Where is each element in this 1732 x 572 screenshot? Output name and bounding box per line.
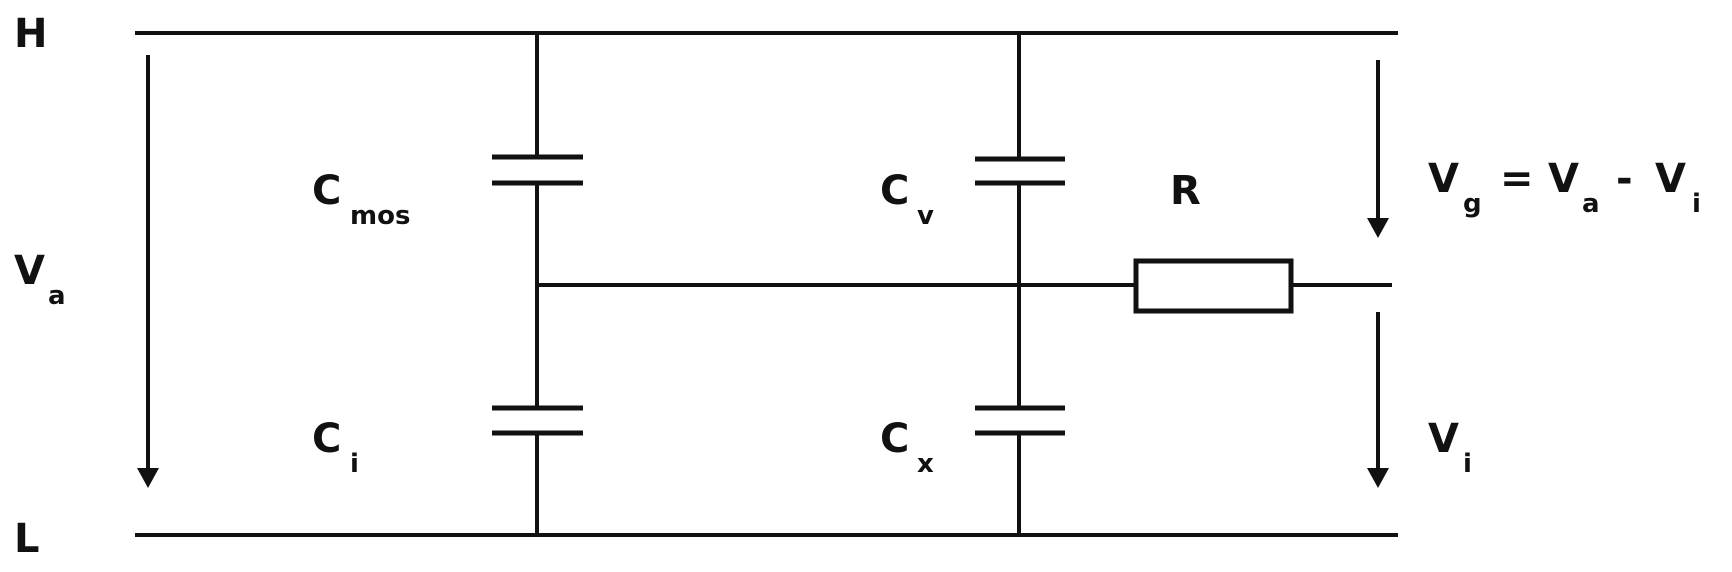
cv-label: C v bbox=[880, 168, 934, 231]
cmos-label: C mos bbox=[312, 168, 410, 231]
vg-subscript: g bbox=[1463, 189, 1482, 219]
vi-subscript: i bbox=[1463, 449, 1472, 479]
vg-symbol: V bbox=[1428, 156, 1459, 202]
ci-symbol: C bbox=[312, 416, 341, 462]
left-branch bbox=[492, 33, 583, 535]
ci-label: C i bbox=[312, 416, 359, 479]
vi-label: V i bbox=[1428, 416, 1472, 479]
cmos-subscript: mos bbox=[350, 201, 410, 231]
resistor-body bbox=[1133, 258, 1294, 314]
vg-arrow bbox=[1367, 60, 1389, 238]
vg-equals: = bbox=[1500, 156, 1534, 202]
vg-equation: V g = V a - V i bbox=[1428, 156, 1701, 219]
cv-subscript: v bbox=[917, 201, 934, 231]
vi-arrow-head bbox=[1367, 468, 1389, 488]
cx-subscript: x bbox=[917, 449, 934, 479]
low-rail-label: L bbox=[14, 516, 40, 562]
vi-symbol: V bbox=[1428, 416, 1459, 462]
va-subscript: a bbox=[48, 281, 66, 311]
cmos-symbol: C bbox=[312, 168, 341, 214]
high-rail-label: H bbox=[14, 11, 47, 57]
cx-symbol: C bbox=[880, 416, 909, 462]
va-arrow-head bbox=[137, 468, 159, 488]
vg-term1-symbol: V bbox=[1548, 156, 1579, 202]
va-arrow bbox=[137, 55, 159, 488]
cx-label: C x bbox=[880, 416, 934, 479]
vg-term2-subscript: i bbox=[1692, 189, 1701, 219]
vi-arrow bbox=[1367, 312, 1389, 488]
vg-term1-subscript: a bbox=[1582, 189, 1600, 219]
va-label: V a bbox=[14, 248, 66, 311]
vg-arrow-head bbox=[1367, 218, 1389, 238]
vg-minus: - bbox=[1616, 156, 1633, 202]
vg-term2-symbol: V bbox=[1655, 156, 1686, 202]
resistor-label: R bbox=[1170, 168, 1201, 214]
va-symbol: V bbox=[14, 248, 45, 294]
ci-subscript: i bbox=[350, 449, 359, 479]
cv-symbol: C bbox=[880, 168, 909, 214]
right-branch bbox=[975, 33, 1065, 535]
